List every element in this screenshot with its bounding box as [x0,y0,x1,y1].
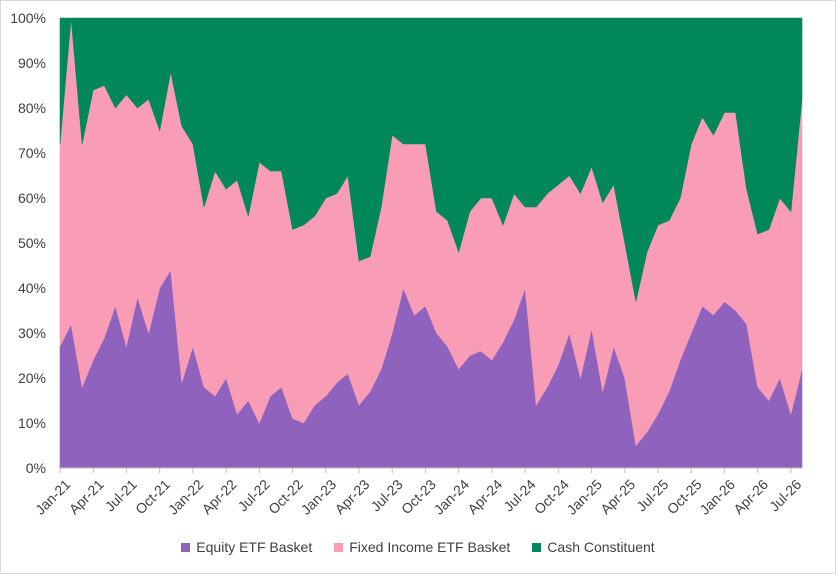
x-tick-label: Jan-25 [563,476,605,518]
x-tick-label: Apr-21 [66,476,107,517]
y-axis: 0% 10% 20% 30% 40% 50% 60% 70% 80% 90% 100% [10,10,46,476]
legend-item-equity: Equity ETF Basket [181,539,312,555]
y-tick-label: 90% [18,55,46,71]
x-tick-label: Oct-25 [664,476,705,517]
x-tick-label: Apr-22 [199,476,240,517]
x-tick-label: Apr-25 [597,476,638,517]
x-tick-label: Jan-22 [165,476,207,518]
legend-item-fixed-income: Fixed Income ETF Basket [334,539,510,555]
y-tick-label: 70% [18,145,46,161]
y-tick-label: 0% [26,460,46,476]
x-tick-label: Apr-23 [331,476,372,517]
x-tick-label: Oct-23 [398,476,439,517]
legend-item-cash: Cash Constituent [532,539,655,555]
y-tick-label: 50% [18,235,46,251]
x-axis: Jan-21Apr-21Jul-21Oct-21Jan-22Apr-22Jul-… [32,467,805,518]
y-tick-label: 20% [18,370,46,386]
x-tick-label: Jul-26 [766,476,804,514]
legend-label-fixed-income: Fixed Income ETF Basket [349,539,511,555]
x-tick-label: Jan-23 [298,476,340,518]
x-tick-label: Oct-24 [531,476,572,517]
legend-swatch-cash [532,542,542,552]
legend: Equity ETF Basket Fixed Income ETF Baske… [0,536,836,558]
y-tick-label: 10% [18,415,46,431]
y-tick-label: 40% [18,280,46,296]
area-cash-constituent [59,17,803,302]
y-tick-label: 80% [18,100,46,116]
legend-label-equity: Equity ETF Basket [196,539,313,555]
legend-swatch-equity [181,542,191,552]
x-tick-label: Oct-21 [132,476,173,517]
x-tick-label: Apr-26 [730,476,771,517]
legend-swatch-fixed-income [334,542,344,552]
y-tick-label: 100% [10,10,46,26]
x-tick-label: Oct-22 [265,476,306,517]
x-tick-label: Jan-26 [696,476,738,518]
y-tick-label: 60% [18,190,46,206]
y-tick-label: 30% [18,325,46,341]
x-tick-label: Apr-24 [464,476,505,517]
legend-label-cash: Cash Constituent [547,539,655,555]
stacked-areas [59,17,803,469]
x-tick-label: Jan-21 [32,476,74,518]
x-tick-label: Jan-24 [431,476,473,518]
